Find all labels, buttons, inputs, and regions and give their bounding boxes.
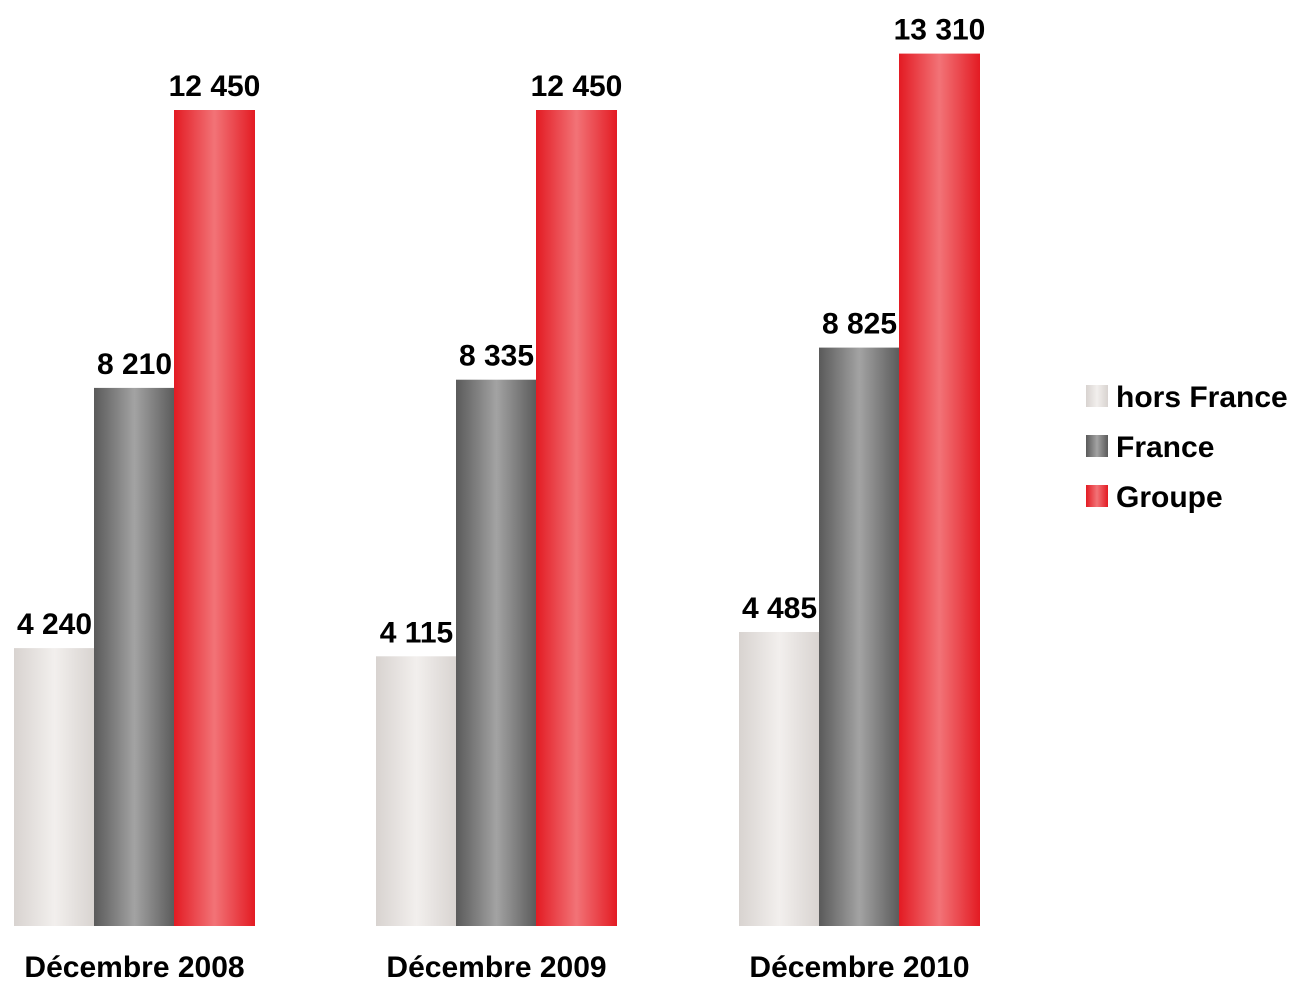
category-labels-layer: Décembre 2008 Décembre 2009 Décembre 2010 [24,951,969,984]
data-label-hors-france-decembre-2008: 4 240 [17,608,92,641]
legend: hors France France Groupe [1086,381,1288,514]
bar-hors-france-decembre-2009 [376,656,457,926]
bar-groupe-decembre-2009 [536,110,617,926]
bar-hors-france-decembre-2010 [739,632,820,926]
bar-groupe-decembre-2010 [899,53,980,927]
data-label-groupe-decembre-2008: 12 450 [169,70,261,103]
data-label-groupe-decembre-2010: 13 310 [894,14,986,47]
bars-layer [14,53,980,927]
bar-groupe-decembre-2008 [174,110,255,926]
data-label-france-decembre-2009: 8 335 [459,340,534,373]
legend-label-hors-france: hors France [1116,381,1288,414]
legend-swatch-hors-france [1086,385,1108,407]
bar-france-decembre-2010 [819,347,900,927]
legend-swatch-groupe [1086,485,1108,507]
data-label-groupe-decembre-2009: 12 450 [531,70,623,103]
legend-label-france: France [1116,431,1214,464]
data-label-hors-france-decembre-2009: 4 115 [380,616,453,649]
category-label-decembre-2010: Décembre 2010 [749,951,969,984]
category-label-decembre-2008: Décembre 2008 [24,951,244,984]
value-labels-layer: 4 240 8 210 12 450 4 115 8 335 12 450 4 485 8 8… [17,14,985,650]
data-label-france-decembre-2010: 8 825 [822,308,897,341]
bar-hors-france-decembre-2008 [14,648,95,926]
data-label-hors-france-decembre-2010: 4 485 [742,592,817,625]
category-label-decembre-2009: Décembre 2009 [386,951,606,984]
legend-swatch-france [1086,435,1108,457]
data-label-france-decembre-2008: 8 210 [97,348,172,381]
bar-france-decembre-2008 [94,387,175,926]
bar-france-decembre-2009 [456,379,537,926]
legend-label-groupe: Groupe [1116,481,1223,514]
